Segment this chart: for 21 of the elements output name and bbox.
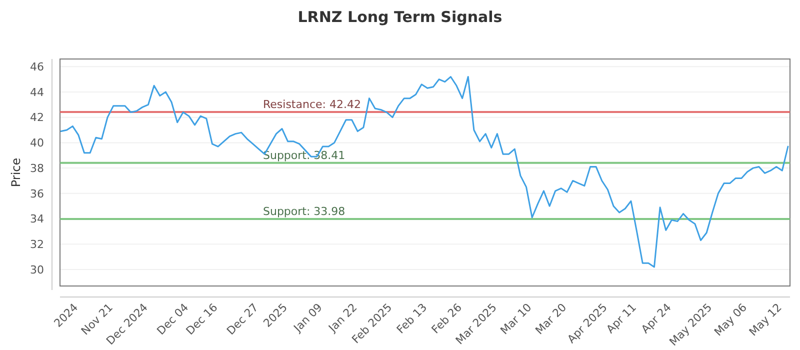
y-axis-title: Price — [9, 158, 23, 188]
y-tick-label: 30 — [30, 263, 44, 276]
y-tick-label: 32 — [30, 238, 44, 251]
x-tick-label: Feb 13 — [394, 300, 430, 336]
chart-title: LRNZ Long Term Signals — [298, 8, 502, 26]
x-tick-label: Mar 20 — [532, 300, 570, 338]
ref-line-label: Support: 33.98 — [263, 205, 346, 218]
y-tick-label: 36 — [30, 187, 44, 200]
x-tick-label: Dec 27 — [224, 300, 261, 338]
line-series — [60, 76, 789, 268]
y-tick-label: 38 — [30, 162, 44, 175]
x-tick-label: Apr 24 — [638, 300, 674, 336]
y-tick-label: 42 — [30, 111, 44, 124]
x-tick-label: Mar 10 — [498, 300, 534, 338]
y-tick-label: 40 — [30, 136, 44, 150]
y-tick-label: 46 — [30, 60, 44, 74]
x-tick-label: Jan 09 — [290, 300, 325, 336]
ref-line-label: Resistance: 42.42 — [263, 98, 361, 112]
y-tick-label: 44 — [30, 86, 44, 99]
ref-line-label: Support: 38.41 — [263, 148, 346, 162]
y-tick-label: 34 — [30, 212, 44, 226]
